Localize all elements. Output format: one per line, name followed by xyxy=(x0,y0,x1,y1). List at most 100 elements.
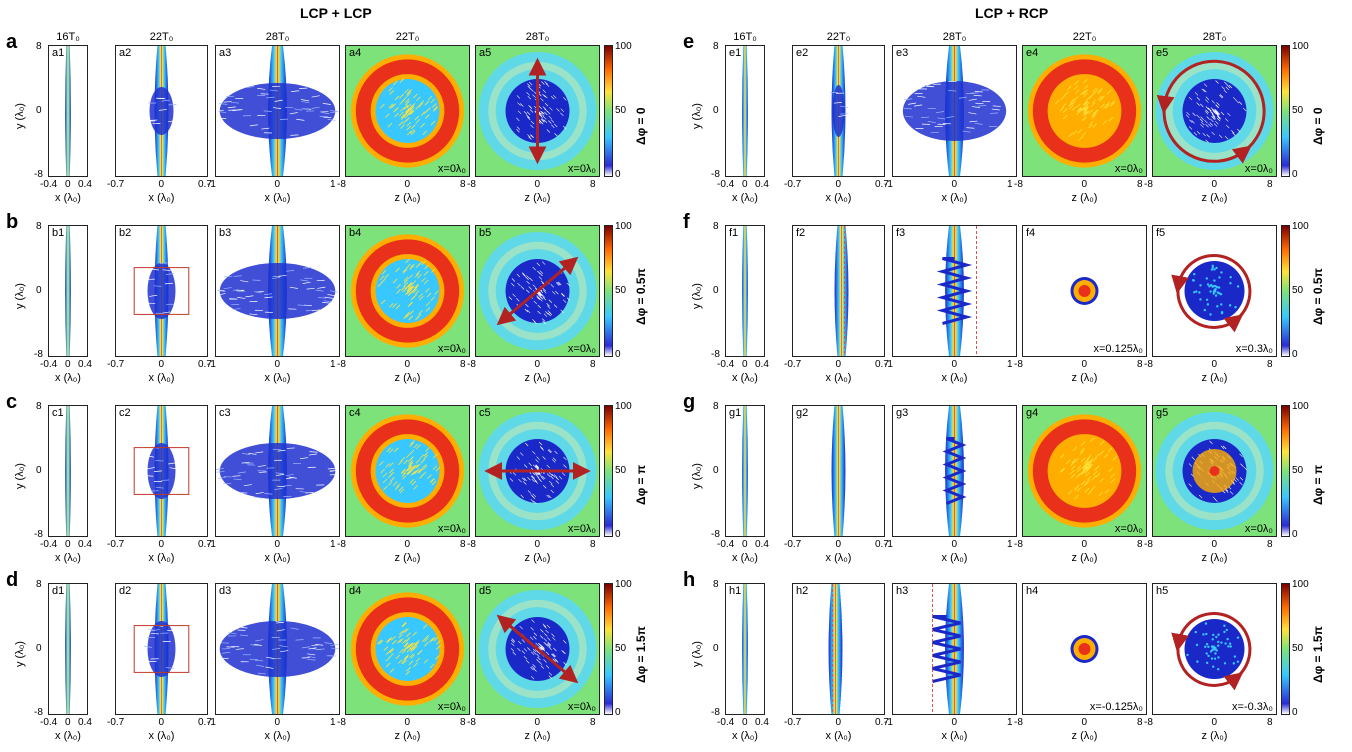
x-tick-right: 0.7 xyxy=(875,179,889,190)
panel-label: f1 xyxy=(729,227,739,239)
panel-g3: g3 xyxy=(892,405,1017,537)
x-tick-right: 8 xyxy=(1267,179,1273,190)
x-tick-left: -8 xyxy=(337,179,346,190)
slice-position-note: x=0λ₀ xyxy=(437,701,466,713)
panel-b2: b2 xyxy=(115,225,208,357)
x-axis-label: x (λ₀) xyxy=(732,730,758,742)
x-tick-mid: 0 xyxy=(1081,179,1088,190)
panel-plot xyxy=(216,46,339,176)
panel-f3: f3 xyxy=(892,225,1017,357)
panel-label: c5 xyxy=(479,407,491,419)
y-tick-mid: 0 xyxy=(713,105,719,116)
x-axis-label: x (λ₀) xyxy=(55,192,81,204)
panel-label: c2 xyxy=(119,407,131,419)
x-tick-right: 0.4 xyxy=(78,359,92,370)
panel-plot xyxy=(350,234,465,348)
phase-difference-label: Δφ = 1.5π xyxy=(1311,626,1325,683)
slice-position-note: x=0λ₀ xyxy=(567,701,596,713)
colorbar-tick-bottom: 0 xyxy=(1292,707,1298,718)
x-tick-mid: 0 xyxy=(158,179,165,190)
slice-position-note: x=0λ₀ xyxy=(567,343,596,355)
panel-label: b2 xyxy=(119,227,132,239)
panel-c1: c1 xyxy=(48,405,88,537)
panel-label: h5 xyxy=(1156,585,1169,597)
panel-label: f5 xyxy=(1156,227,1166,239)
x-tick-mid: 0 xyxy=(404,359,411,370)
row-letter: e xyxy=(683,31,695,53)
y-tick-mid: 0 xyxy=(713,285,719,296)
colorbar-tick-top: 100 xyxy=(1292,401,1309,412)
y-axis-label: y (λ₀) xyxy=(14,283,26,309)
x-tick-mid: 0 xyxy=(158,359,165,370)
x-tick-right: 1 xyxy=(1007,539,1013,550)
panel-plot xyxy=(219,584,339,714)
x-tick-mid: 0 xyxy=(835,179,842,190)
y-tick-top: 8 xyxy=(36,41,42,52)
slice-position-note: x=0.125λ₀ xyxy=(1093,343,1143,355)
x-axis-label: z (λ₀) xyxy=(1071,192,1098,204)
x-tick-right: 0.4 xyxy=(755,717,769,728)
colorbar xyxy=(604,225,613,357)
x-tick-mid: 0 xyxy=(534,359,541,370)
panel-d3: d3 xyxy=(215,583,340,715)
panel-e2: e2 xyxy=(792,45,885,177)
colorbar-tick-top: 100 xyxy=(615,579,632,590)
phase-difference-label: Δφ = π xyxy=(1311,464,1325,505)
x-tick-right: 8 xyxy=(1137,359,1143,370)
panel-label: d5 xyxy=(479,585,492,597)
x-tick-right: 0.4 xyxy=(78,717,92,728)
x-tick-right: 0.4 xyxy=(755,179,769,190)
x-tick-mid: 0 xyxy=(158,717,165,728)
panel-plot xyxy=(350,54,465,168)
colorbar-tick-bottom: 0 xyxy=(1292,349,1298,360)
x-tick-mid: 0 xyxy=(404,717,411,728)
x-axis-label: x (λ₀) xyxy=(825,552,852,564)
panel-label: c4 xyxy=(349,407,361,419)
x-axis-label: x (λ₀) xyxy=(941,192,968,204)
colorbar xyxy=(1281,45,1290,177)
panel-e1: e1 xyxy=(725,45,765,177)
panel-plot xyxy=(478,589,597,709)
x-tick-mid: 0 xyxy=(534,539,541,550)
panel-label: b5 xyxy=(479,227,492,239)
panel-plot xyxy=(1027,54,1142,168)
time-label: 28T₀ xyxy=(942,31,967,43)
x-tick-left: -8 xyxy=(467,717,476,728)
panel-g2: g2 xyxy=(792,405,885,537)
panel-label: g1 xyxy=(729,407,742,419)
colorbar-tick-mid: 50 xyxy=(615,465,627,476)
row-letter: d xyxy=(6,569,19,591)
y-tick-top: 8 xyxy=(713,221,719,232)
panel-label: h4 xyxy=(1026,585,1039,597)
x-axis-label: x (λ₀) xyxy=(825,192,852,204)
panel-plot xyxy=(942,406,967,536)
panel-d2: d2 xyxy=(115,583,208,715)
panel-label: g2 xyxy=(796,407,809,419)
panel-label: d4 xyxy=(349,585,362,597)
x-tick-mid: 0 xyxy=(1211,717,1218,728)
x-tick-mid: 0 xyxy=(835,359,842,370)
panel-label: f3 xyxy=(896,227,906,239)
panel-plot xyxy=(65,46,71,176)
panel-plot xyxy=(902,46,1007,176)
panel-plot xyxy=(1070,277,1099,305)
colorbar-tick-mid: 50 xyxy=(615,643,627,654)
x-tick-mid: 0 xyxy=(742,179,748,190)
time-label: 22T₀ xyxy=(149,31,174,43)
x-tick-mid: 0 xyxy=(404,179,411,190)
panel-a3: a3 xyxy=(215,45,340,177)
panel-plot xyxy=(742,46,748,176)
panel-label: a3 xyxy=(219,47,232,59)
panel-a4: a4 x=0λ₀ xyxy=(345,45,470,177)
panel-plot xyxy=(133,584,190,714)
panel-plot xyxy=(828,584,843,714)
section-title-right: LCP + RCP xyxy=(975,5,1049,21)
panel-plot xyxy=(133,226,190,356)
colorbar-tick-bottom: 0 xyxy=(615,529,621,540)
y-tick-top: 8 xyxy=(713,41,719,52)
panel-plot xyxy=(932,584,964,714)
colorbar-tick-top: 100 xyxy=(1292,221,1309,232)
time-label: 28T₀ xyxy=(1202,31,1227,43)
panel-plot xyxy=(478,411,597,531)
x-axis-label: x (λ₀) xyxy=(941,730,968,742)
